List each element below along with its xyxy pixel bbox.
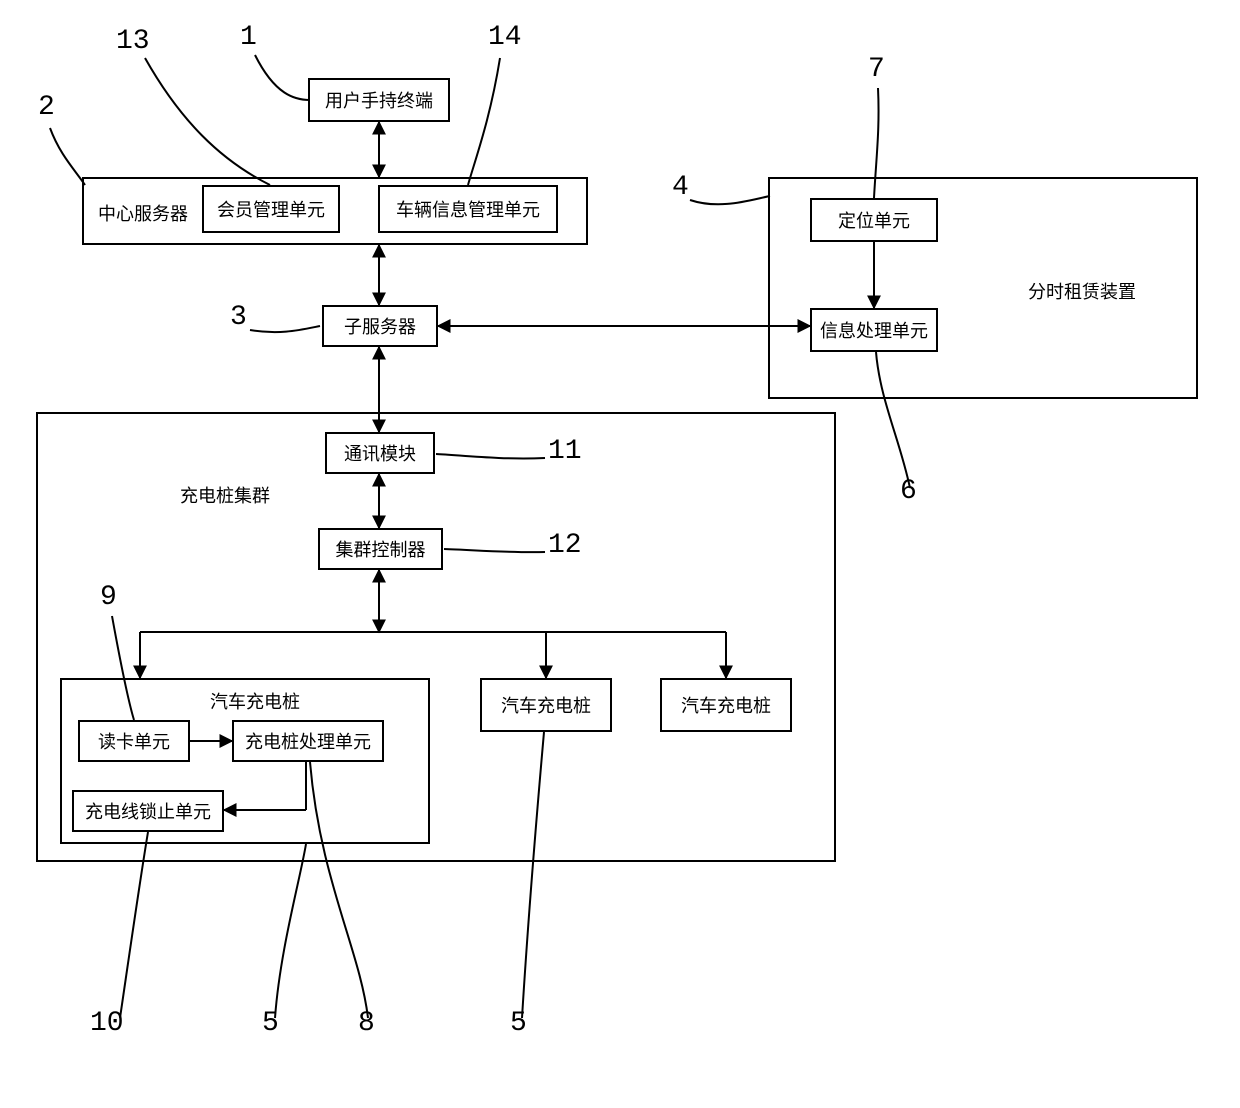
callout-5b: 5 xyxy=(510,1008,527,1039)
central-server-label: 中心服务器 xyxy=(98,200,188,226)
callout-6: 6 xyxy=(900,476,917,507)
callout-1: 1 xyxy=(240,22,257,53)
node-pile-processor: 充电桩处理单元 xyxy=(232,720,384,762)
callout-14: 14 xyxy=(488,22,522,53)
node-label: 集群控制器 xyxy=(336,536,426,562)
callout-11: 11 xyxy=(548,436,582,467)
callout-3: 3 xyxy=(230,302,247,333)
node-cable-lock: 充电线锁止单元 xyxy=(72,790,224,832)
node-sub-server: 子服务器 xyxy=(322,305,438,347)
node-card-reader: 读卡单元 xyxy=(78,720,190,762)
node-user-terminal: 用户手持终端 xyxy=(308,78,450,122)
node-label: 通讯模块 xyxy=(344,440,416,466)
callout-5a: 5 xyxy=(262,1008,279,1039)
node-comm-module: 通讯模块 xyxy=(325,432,435,474)
charging-cluster-label: 充电桩集群 xyxy=(180,482,270,508)
callout-10: 10 xyxy=(90,1008,124,1039)
callout-9: 9 xyxy=(100,582,117,613)
node-label: 读卡单元 xyxy=(98,728,170,754)
callout-8: 8 xyxy=(358,1008,375,1039)
node-pile2: 汽车充电桩 xyxy=(480,678,612,732)
node-label: 汽车充电桩 xyxy=(681,692,771,718)
node-label: 用户手持终端 xyxy=(325,87,433,113)
node-label: 定位单元 xyxy=(838,207,910,233)
node-label: 会员管理单元 xyxy=(217,196,325,222)
node-cluster-controller: 集群控制器 xyxy=(318,528,443,570)
callout-4: 4 xyxy=(672,172,689,203)
node-label: 车辆信息管理单元 xyxy=(396,196,540,222)
callout-13: 13 xyxy=(116,26,150,57)
node-label: 充电线锁止单元 xyxy=(85,798,211,824)
diagram-canvas: 用户手持终端 中心服务器 会员管理单元 车辆信息管理单元 子服务器 分时租赁装置… xyxy=(0,0,1240,1108)
node-vehicle-info-mgmt: 车辆信息管理单元 xyxy=(378,185,558,233)
rental-device-label: 分时租赁装置 xyxy=(1028,278,1136,304)
pile1-label: 汽车充电桩 xyxy=(210,688,300,714)
node-positioning-unit: 定位单元 xyxy=(810,198,938,242)
node-pile3: 汽车充电桩 xyxy=(660,678,792,732)
callout-2: 2 xyxy=(38,92,55,123)
node-member-mgmt: 会员管理单元 xyxy=(202,185,340,233)
callout-12: 12 xyxy=(548,530,582,561)
node-label: 充电桩处理单元 xyxy=(245,728,371,754)
node-label: 子服务器 xyxy=(344,313,416,339)
callout-7: 7 xyxy=(868,54,885,85)
node-label: 汽车充电桩 xyxy=(501,692,591,718)
node-info-processing-unit: 信息处理单元 xyxy=(810,308,938,352)
node-label: 信息处理单元 xyxy=(820,317,928,343)
